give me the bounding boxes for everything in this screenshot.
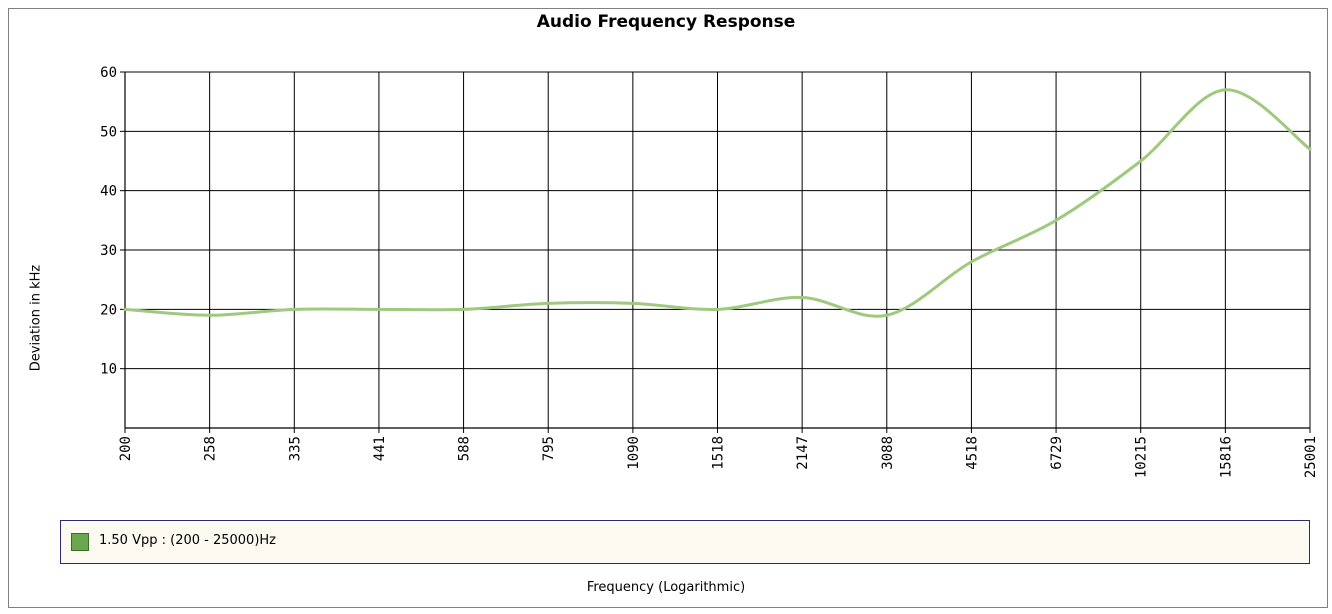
- x-tick-label: 10215: [1134, 436, 1150, 478]
- x-tick-label: 441: [372, 436, 388, 461]
- x-tick-label: 6729: [1049, 436, 1065, 470]
- legend-swatch: [71, 533, 89, 551]
- legend-label: 1.50 Vpp : (200 - 25000)Hz: [99, 533, 276, 548]
- x-tick-label: 15816: [1218, 436, 1234, 478]
- plot-area: 10 20 30 40 50 60 200 258 335 441 588 795 1090 1518 21…: [100, 65, 1319, 478]
- x-tick-label: 25001: [1303, 436, 1319, 478]
- y-tick-label: 20: [100, 302, 117, 318]
- x-tick-label: 1518: [711, 436, 727, 470]
- chart-title: Audio Frequency Response: [536, 12, 796, 32]
- x-tick-label: 2147: [795, 436, 811, 470]
- y-tick-label: 30: [100, 243, 117, 259]
- y-tick-label: 10: [100, 362, 117, 378]
- series-line: [123, 88, 1312, 318]
- x-tick-label: 588: [457, 436, 473, 461]
- y-tick-label: 50: [100, 124, 117, 140]
- legend: 1.50 Vpp : (200 - 25000)Hz: [60, 520, 1310, 564]
- x-tick-label: 3088: [880, 436, 896, 470]
- chart-frame: [8, 8, 1328, 608]
- x-tick-label: 200: [118, 436, 134, 461]
- x-tick-label: 258: [203, 436, 219, 461]
- x-tick-label: 795: [541, 436, 557, 461]
- y-tick-label: 60: [100, 65, 117, 81]
- y-tick-label: 40: [100, 184, 117, 200]
- x-tick-label: 1090: [626, 436, 642, 470]
- x-tick-label: 335: [287, 436, 303, 461]
- x-tick-label: 4518: [964, 436, 980, 470]
- x-axis-label: Frequency (Logarithmic): [586, 580, 746, 595]
